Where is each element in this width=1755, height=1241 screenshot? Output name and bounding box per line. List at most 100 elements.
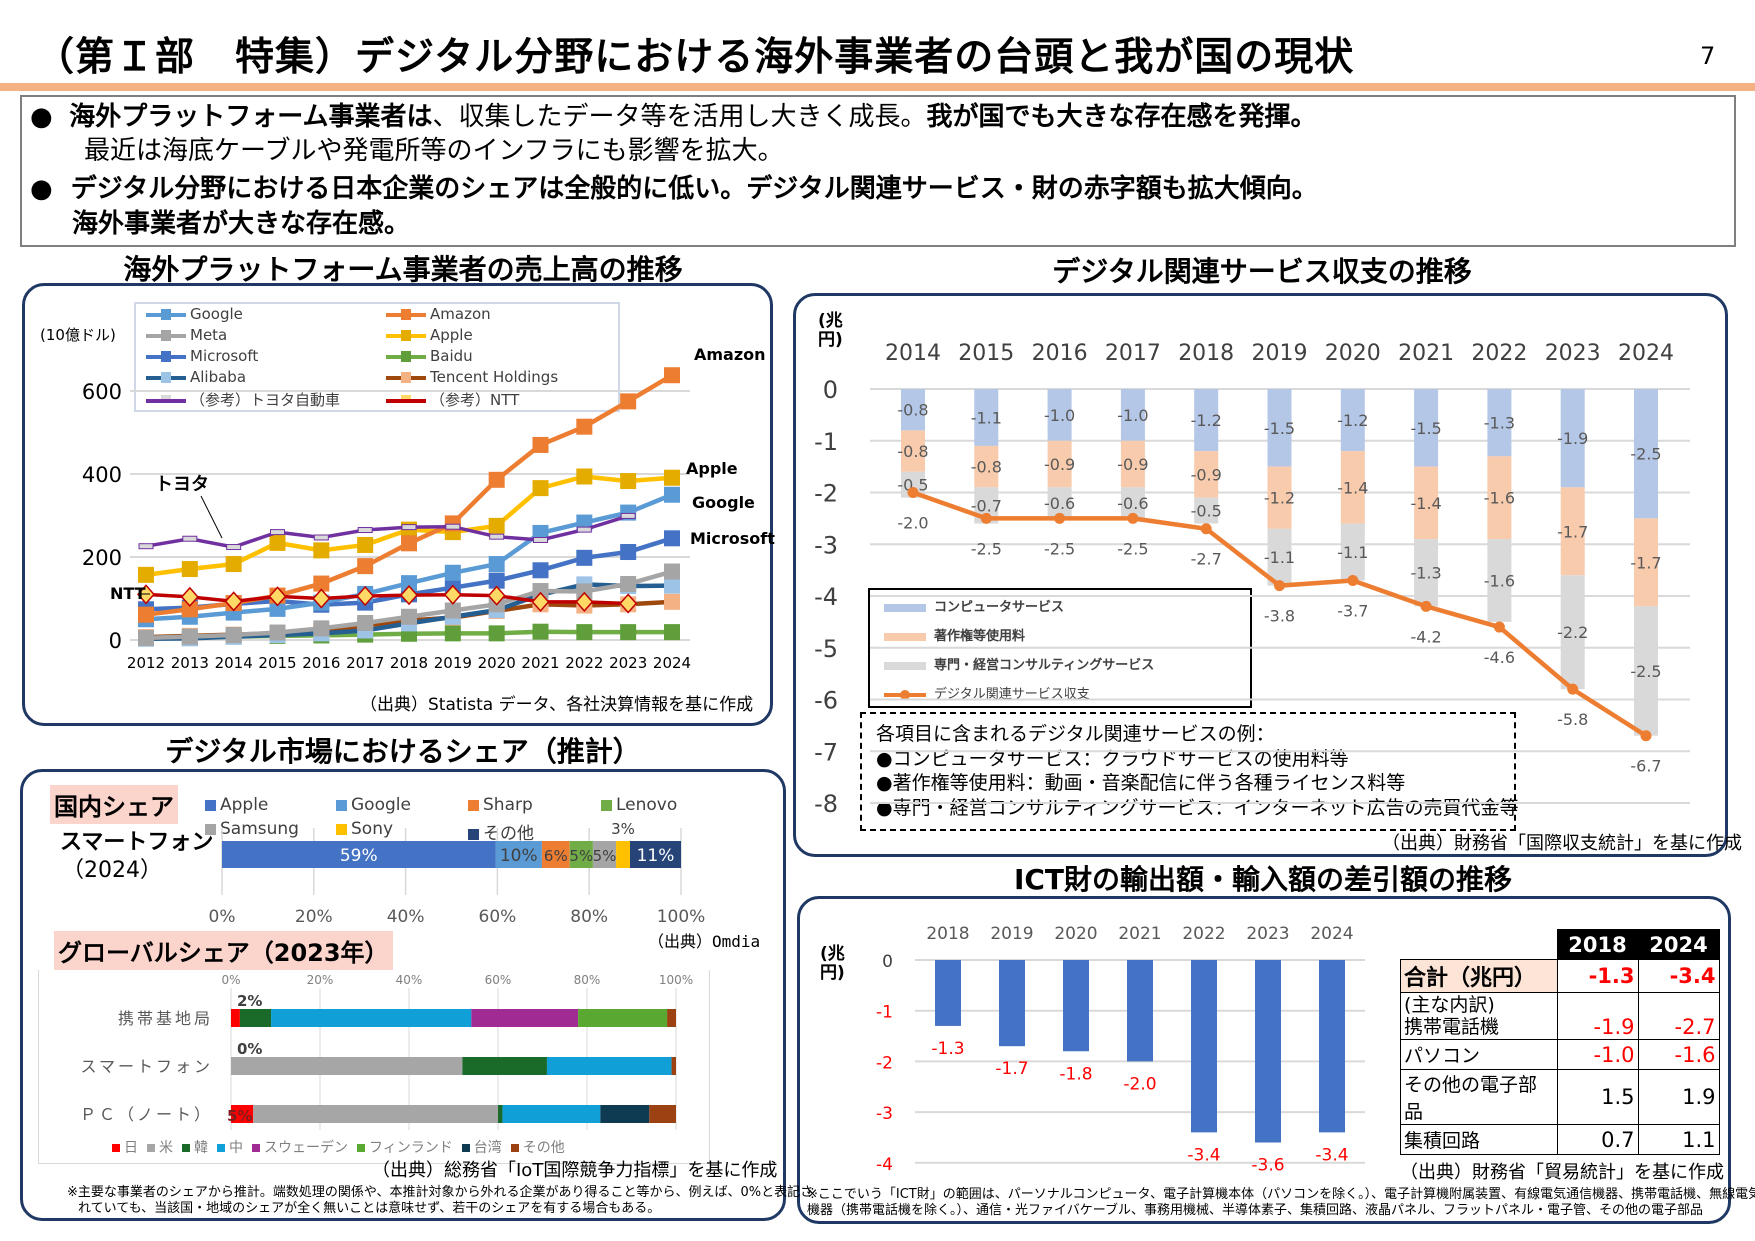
- summary-box: ● 海外プラットフォーム事業者は、収集したデータ等を活用し大きく成長。我が国でも…: [20, 95, 1736, 247]
- summary-line-1: ● 海外プラットフォーム事業者は、収集したデータ等を活用し大きく成長。我が国でも…: [30, 100, 1316, 134]
- table-row: パソコン -1.0 -1.6: [1400, 1039, 1720, 1070]
- legend-item: 米: [147, 1140, 173, 1156]
- legend-label: （参考）トヨタ自動車: [190, 391, 341, 409]
- legend-item: 韓: [182, 1140, 208, 1156]
- services-y-unit: (兆円): [818, 311, 843, 350]
- summary-line-4: 海外事業者が大きな存在感。: [72, 209, 411, 239]
- services-source: （出典）財務省「国際収支統計」を基に作成: [1382, 833, 1742, 854]
- legend-swatch-icon: [461, 1144, 470, 1152]
- ict-breakdown-table: 2018 2024 合計（兆円） -1.3 -3.4 (主な内訳) 携帯電話機 -…: [1400, 929, 1720, 1155]
- legend-label: Amazon: [430, 305, 491, 323]
- summary-text: 海外プラットフォーム事業者は: [69, 102, 433, 132]
- legend-swatch-icon: [217, 1144, 225, 1152]
- legend-label: Google: [351, 795, 411, 815]
- legend-item: Sony: [336, 819, 393, 839]
- legend-line-icon: [146, 371, 186, 383]
- legend-line-icon: [386, 308, 426, 320]
- legend-swatch-icon: [336, 823, 347, 835]
- legend-item: Google: [336, 795, 411, 815]
- legend-swatch-icon: [510, 1144, 519, 1152]
- legend-label: Apple: [220, 795, 269, 815]
- platform-legend: Google Amazon Meta Apple Microsoft Baidu Aliba…: [134, 302, 620, 412]
- total-2018: -1.3: [1556, 959, 1639, 993]
- legend-item: 専門・経営コンサルティングサービス: [884, 654, 1154, 673]
- global-share-label: グローバルシェア（2023年）: [54, 931, 393, 970]
- domestic-share-label: 国内シェア: [50, 785, 178, 824]
- legend-item: 日: [112, 1140, 138, 1156]
- legend-label: 米: [159, 1140, 173, 1156]
- legend-item: Apple: [386, 326, 473, 344]
- total-label: 合計（兆円）: [1400, 959, 1558, 993]
- table-row: (主な内訳) 携帯電話機 -1.9 -2.7: [1400, 992, 1720, 1040]
- row-label: 集積回路: [1400, 1124, 1558, 1155]
- share-title: デジタル市場におけるシェア（推計）: [165, 735, 641, 768]
- row-value: 0.7: [1556, 1124, 1639, 1155]
- legend-item: その他: [468, 819, 534, 844]
- legend-label: デジタル関連サービス収支: [934, 687, 1090, 702]
- legend-item: Lenovo: [601, 795, 677, 815]
- legend-label: 著作権等使用料: [934, 629, 1026, 644]
- legend-item: コンピュータサービス: [884, 596, 1064, 615]
- legend-swatch-icon: [468, 828, 479, 840]
- legend-label: 日: [124, 1140, 138, 1156]
- services-note-box: 各項目に含まれるデジタル関連サービスの例： ●コンピュータサービス：クラウドサー…: [860, 712, 1519, 831]
- legend-item: デジタル関連サービス収支: [884, 683, 1090, 702]
- legend-swatch-icon: [252, 1144, 260, 1152]
- global-source: （出典）総務省「IoT国際競争力指標」を基に作成: [372, 1160, 778, 1181]
- legend-line-icon: [884, 689, 926, 700]
- table-row-total: 合計（兆円） -1.3 -3.4: [1400, 959, 1720, 993]
- table-header-2018: 2018: [1556, 929, 1639, 960]
- legend-line-icon: [386, 329, 426, 341]
- legend-label: Lenovo: [616, 795, 678, 815]
- legend-item: Apple: [205, 795, 268, 815]
- title-divider: [0, 83, 1755, 91]
- page-title: （第Ｉ部 特集）デジタル分野における海外事業者の台頭と我が国の現状: [35, 35, 1355, 80]
- domestic-category-year: （2024）: [62, 858, 162, 883]
- legend-swatch-icon: [468, 799, 479, 811]
- row-label: その他の電子部品: [1400, 1069, 1558, 1125]
- note-item: ●コンピュータサービス：クラウドサービスの使用料等: [876, 747, 1349, 770]
- platform-source: （出典）Statista データ、各社決算情報を基に作成: [360, 695, 754, 715]
- legend-line-icon: [386, 350, 426, 362]
- legend-label: Sharp: [483, 795, 533, 815]
- y-axis-unit: (10億ドル): [40, 326, 116, 344]
- legend-item: Amazon: [386, 305, 491, 323]
- legend-label: Apple: [430, 326, 473, 344]
- legend-item: Meta: [146, 326, 227, 344]
- row-value: 1.1: [1637, 1124, 1720, 1155]
- legend-line-icon: [146, 394, 186, 403]
- row-value: -1.6: [1637, 1039, 1720, 1070]
- services-legend: コンピュータサービス著作権等使用料専門・経営コンサルティングサービスデジタル関連…: [868, 588, 1252, 708]
- legend-label: その他: [522, 1140, 565, 1156]
- table-row: 集積回路 0.7 1.1: [1400, 1124, 1720, 1155]
- ict-footnote-2: 機器（携帯電話機を除く。）、通信・光ファイバケーブル、事務用機械、半導体素子、集…: [807, 1203, 1703, 1218]
- summary-text: 我が国でも大きな存在感を発揮。: [926, 102, 1317, 132]
- legend-item: Sharp: [468, 795, 533, 815]
- legend-item: Samsung: [205, 819, 299, 839]
- legend-item: その他: [510, 1140, 565, 1156]
- ict-footnote-1: ※ここでいう「ICT財」の範囲は、パーソナルコンピュータ、電子計算機本体（パソコ…: [807, 1187, 1755, 1202]
- legend-item: Tencent Holdings: [386, 368, 558, 386]
- note-item: ●専門・経営コンサルティングサービス：インターネット広告の売買代金等: [876, 796, 1519, 819]
- legend-label: Meta: [190, 326, 228, 344]
- global-footnote-2: れていても、当該国・地域のシェアが全く無いことは意味せず、若干のシェアを有する場…: [78, 1201, 661, 1216]
- row-label: 携帯電話機: [1404, 1016, 1500, 1038]
- legend-line-icon: [146, 350, 186, 362]
- legend-line-icon: [146, 329, 186, 341]
- table-row: その他の電子部品 1.5 1.9: [1400, 1069, 1720, 1125]
- ict-y-unit: (兆円): [820, 944, 845, 983]
- breakdown-label: (主な内訳): [1404, 994, 1495, 1016]
- legend-swatch-icon: [357, 1144, 365, 1152]
- platform-revenue-title: 海外プラットフォーム事業者の売上高の推移: [123, 253, 683, 286]
- summary-text: デジタル分野における日本企業のシェアは全般的に低い。デジタル関連サービス・財の赤…: [70, 174, 1318, 204]
- summary-line-2: 最近は海底ケーブルや発電所等のインフラにも影響を拡大。: [84, 136, 784, 166]
- row-label: パソコン: [1400, 1039, 1558, 1070]
- bullet-icon: ●: [30, 102, 53, 132]
- legend-swatch-icon: [884, 632, 926, 641]
- global-legend: 日 米 韓 中 スウェーデン フィンランド 台湾 その他: [112, 1137, 574, 1157]
- legend-label: Samsung: [220, 819, 299, 839]
- legend-label: Sony: [351, 819, 394, 839]
- legend-item: Google: [146, 305, 243, 323]
- global-chart-frame: [38, 970, 710, 1164]
- row-value: -2.7: [1637, 992, 1720, 1040]
